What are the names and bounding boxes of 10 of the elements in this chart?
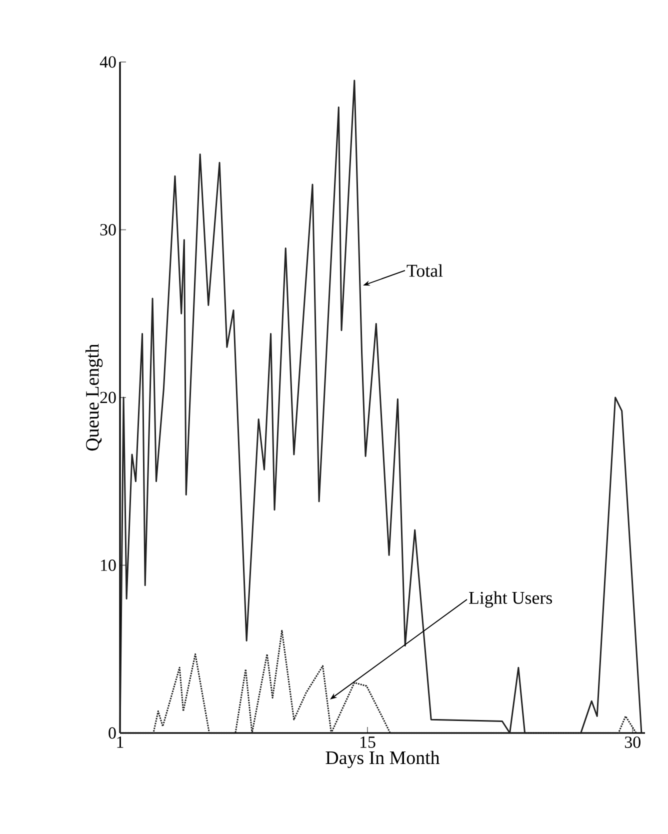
x-tick-label: 30 xyxy=(624,736,640,748)
text: Light Users xyxy=(469,591,552,608)
y-tick-label: 40 xyxy=(100,56,116,68)
x-tick-label: 1 xyxy=(117,736,124,748)
y-tick-label: 10 xyxy=(101,560,116,571)
text: Total xyxy=(406,264,443,277)
x-axis-title: Days In Month xyxy=(326,750,440,768)
y-tick-label: 30 xyxy=(100,224,116,236)
y-tick-label: 0 xyxy=(108,727,116,739)
x-tick-label: 15 xyxy=(360,736,376,748)
